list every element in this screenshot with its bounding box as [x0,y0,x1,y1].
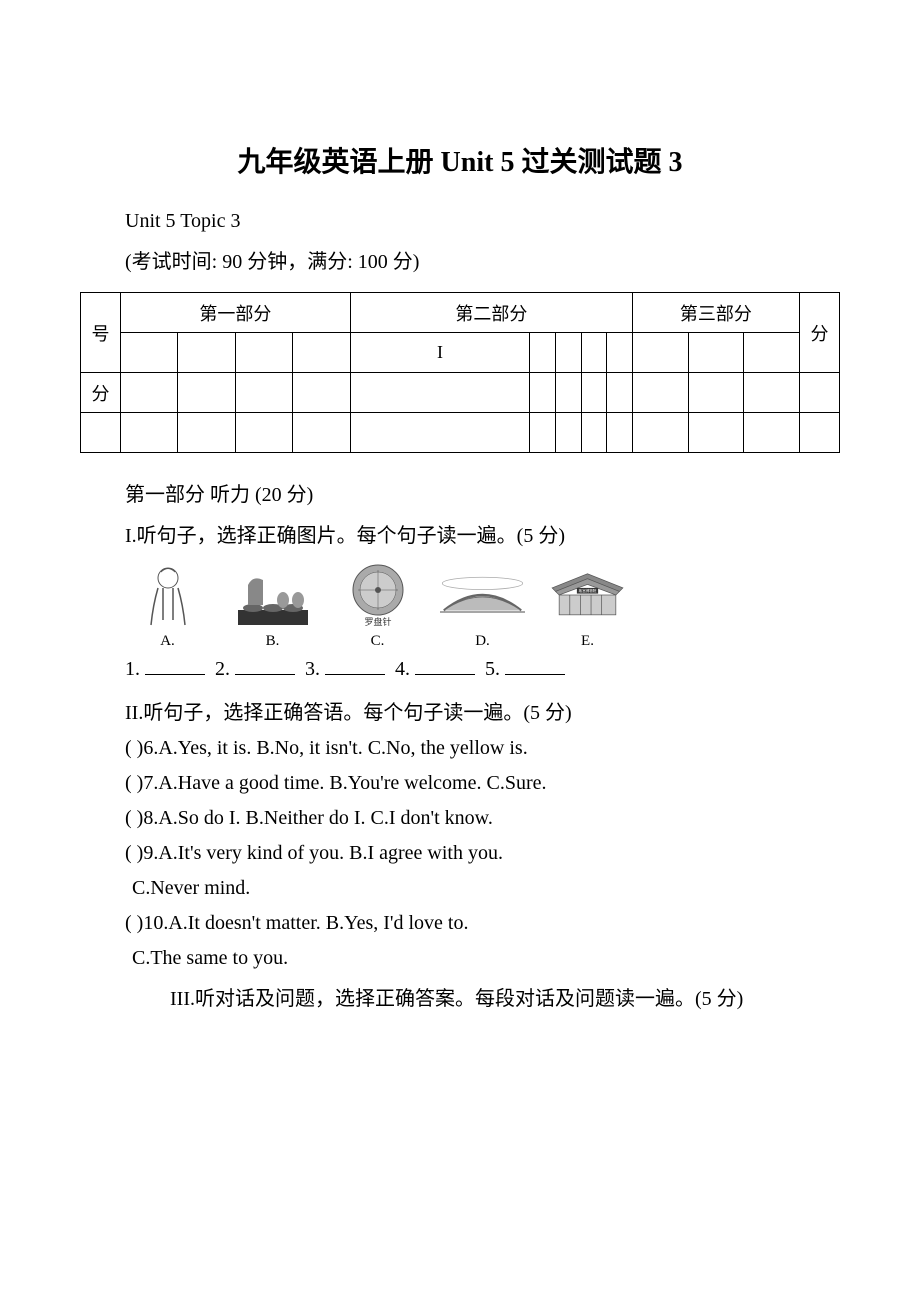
image-item-d: D. [440,560,525,650]
table-cell [688,333,744,373]
table-cell [121,333,178,373]
table-cell [800,373,840,413]
table-cell [744,333,800,373]
image-label-e: E. [581,633,594,650]
table-cell [235,373,292,413]
table-cell [235,333,292,373]
table-cell [581,333,607,373]
table-row: I [81,333,840,373]
blank-number: 3. [305,658,320,680]
fill-blank[interactable] [145,674,205,675]
table-cell [350,413,529,453]
question-10: ( )10.A.It doesn't matter. B.Yes, I'd lo… [125,912,840,935]
table-row [81,413,840,453]
table-cell [121,413,178,453]
table-cell [581,413,607,453]
table-cell [178,373,235,413]
table-cell [632,413,688,453]
table-row: 分 [81,373,840,413]
image-item-b: B. [230,560,315,650]
table-cell [121,373,178,413]
subtitle: Unit 5 Topic 3 [125,210,840,233]
blanks-row: 1. 2. 3. 4. 5. [125,658,840,681]
table-cell [293,333,350,373]
table-cell [688,373,744,413]
table-cell [293,373,350,413]
images-row: A. B. 罗盘针 C. [125,560,840,650]
image-item-a: A. [125,560,210,650]
table-cell [744,413,800,453]
svg-text:故宫博物院: 故宫博物院 [579,588,597,593]
table-cell: 分 [81,373,121,413]
table-cell [744,373,800,413]
table-cell [555,333,581,373]
question-9-cont: C.Never mind. [132,877,840,900]
table-cell [530,333,556,373]
question-6: ( )6.A.Yes, it is. B.No, it isn't. C.No,… [125,737,840,760]
question-7: ( )7.A.Have a good time. B.You're welcom… [125,772,840,795]
image-label-a: A. [160,633,175,650]
question-instruction: I.听句子，选择正确图片。每个句子读一遍。(5 分) [125,519,840,548]
image-label-b: B. [266,633,280,650]
table-cell [688,413,744,453]
table-cell [607,373,633,413]
table-cell: 第二部分 [350,293,632,333]
score-table: 号 第一部分 第二部分 第三部分 分 I 分 [80,292,840,453]
table-cell [530,413,556,453]
table-cell [530,373,556,413]
table-cell [632,373,688,413]
blank-number: 5. [485,658,500,680]
question-8: ( )8.A.So do I. B.Neither do I. C.I don'… [125,807,840,830]
table-cell [555,373,581,413]
table-cell: 第三部分 [632,293,799,333]
exam-info: (考试时间: 90 分钟，满分: 100 分) [125,245,840,274]
fill-blank[interactable] [415,674,475,675]
image-item-e: 故宫博物院 E. [545,560,630,650]
svg-text:罗盘针: 罗盘针 [364,616,391,627]
table-cell [607,333,633,373]
image-label-c: C. [371,633,385,650]
table-cell [632,333,688,373]
question-10-cont: C.The same to you. [132,947,840,970]
table-cell [581,373,607,413]
question-9: ( )9.A.It's very kind of you. B.I agree … [125,842,840,865]
page-title: 九年级英语上册 Unit 5 过关测试题 3 [80,140,840,180]
question-instruction: II.听句子，选择正确答语。每个句子读一遍。(5 分) [125,696,840,725]
question-instruction: III.听对话及问题，选择正确答案。每段对话及问题读一遍。(5 分) [80,982,840,1011]
fill-blank[interactable] [235,674,295,675]
table-cell [178,333,235,373]
table-cell [178,413,235,453]
table-row: 号 第一部分 第二部分 第三部分 分 [81,293,840,333]
image-a [125,560,210,630]
blank-number: 4. [395,658,410,680]
table-cell: I [350,333,529,373]
blank-number: 2. [215,658,230,680]
table-cell: 号 [81,293,121,373]
table-cell [555,413,581,453]
fill-blank[interactable] [505,674,565,675]
image-d [440,560,525,630]
table-cell [607,413,633,453]
section-header: 第一部分 听力 (20 分) [125,478,840,507]
image-e: 故宫博物院 [545,560,630,630]
table-cell [235,413,292,453]
table-cell [81,413,121,453]
table-cell: 分 [800,293,840,373]
table-cell [800,413,840,453]
blank-number: 1. [125,658,140,680]
image-b [230,560,315,630]
table-cell: 第一部分 [121,293,351,333]
table-cell [293,413,350,453]
image-c: 罗盘针 [335,560,420,630]
table-cell [350,373,529,413]
fill-blank[interactable] [325,674,385,675]
image-item-c: 罗盘针 C. [335,560,420,650]
image-label-d: D. [475,633,490,650]
